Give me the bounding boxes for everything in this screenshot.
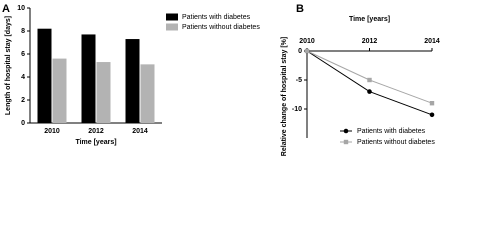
- y-tick-label: -5: [296, 77, 302, 84]
- x-axis-label: Time [years]: [75, 139, 116, 146]
- bar: [81, 34, 96, 124]
- bar: [52, 58, 67, 123]
- marker: [367, 77, 372, 83]
- y-tick-label: 0: [21, 120, 25, 127]
- marker: [429, 101, 435, 106]
- y-tick-label: 6: [21, 51, 25, 58]
- x-tick-label: 2010: [44, 128, 60, 135]
- x-axis-label: Time [years]: [349, 16, 390, 23]
- x-tick-label: 2014: [132, 128, 148, 135]
- legend-label: Patients with diabetes: [357, 128, 426, 135]
- y-axis-label: Relative change of hospital stay [%]: [281, 37, 288, 156]
- bar: [37, 28, 52, 124]
- bar: [140, 64, 155, 123]
- marker: [367, 89, 372, 94]
- bar: [125, 39, 140, 123]
- legend-label: Patients with diabetes: [182, 14, 251, 21]
- y-tick-label: -10: [292, 106, 302, 113]
- y-tick-label: 0: [298, 48, 302, 55]
- y-axis-label: Length of hospital stay [days]: [5, 16, 12, 115]
- panel-label: B: [296, 3, 304, 15]
- series-line: [306, 50, 433, 104]
- x-tick-label: 2012: [362, 38, 378, 45]
- figure: A 0 2 4 6 8 10 2010 2012 2014 Time [years] Length o…: [2, 3, 440, 156]
- y-tick-label: 2: [21, 97, 25, 104]
- y-tick-label: 10: [17, 5, 25, 12]
- legend-marker: [343, 128, 349, 134]
- y-tick-label: 4: [21, 74, 25, 81]
- panel-label: A: [2, 3, 10, 15]
- bar: [96, 62, 111, 123]
- legend-marker: [343, 139, 349, 145]
- marker: [429, 112, 435, 118]
- x-tick-label: 2014: [424, 38, 440, 45]
- legend-label: Patients without diabetes: [182, 24, 260, 31]
- legend-label: Patients without diabetes: [357, 139, 435, 146]
- legend-swatch: [166, 13, 178, 21]
- series-line: [306, 50, 433, 116]
- marker: [304, 48, 310, 54]
- y-tick-label: 8: [21, 28, 25, 35]
- x-tick-label: 2010: [299, 38, 315, 45]
- x-tick-label: 2012: [88, 128, 104, 135]
- legend-swatch: [166, 23, 178, 31]
